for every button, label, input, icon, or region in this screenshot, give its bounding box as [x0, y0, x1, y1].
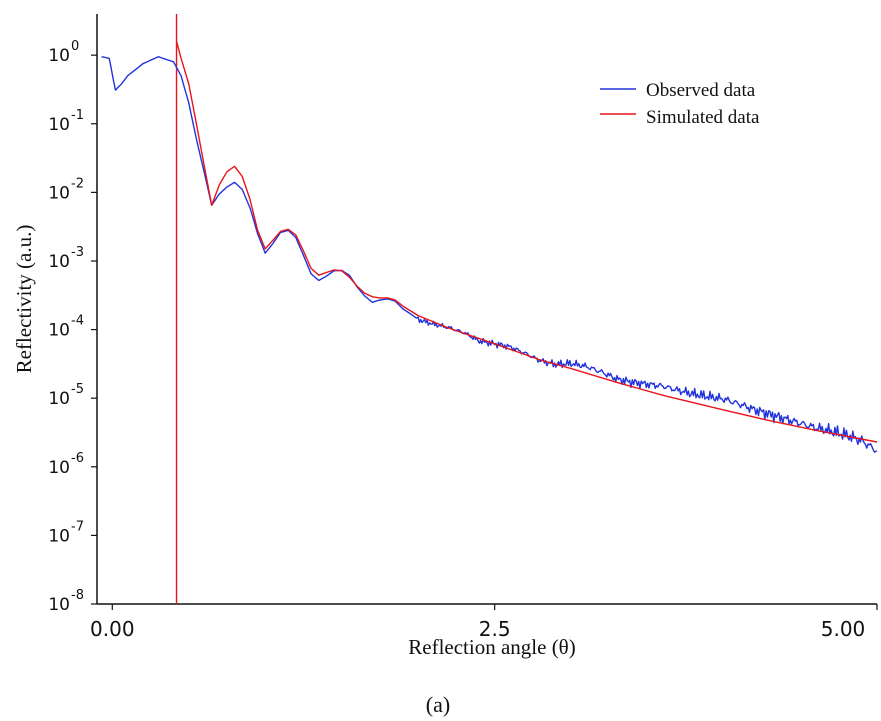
- y-tick-label: 10: [48, 252, 70, 272]
- x-axis-title: Reflection angle (θ): [408, 635, 576, 659]
- y-tick-label: 10: [48, 321, 70, 341]
- y-tick-exponent: -6: [71, 451, 84, 466]
- y-tick-exponent: -3: [71, 245, 84, 260]
- legend-label-observed: Observed data: [646, 80, 756, 101]
- y-tick-label: 10: [48, 526, 70, 546]
- figure-caption: (a): [426, 692, 450, 717]
- x-tick-label: 2.5: [479, 617, 511, 641]
- y-tick-label: 10: [48, 595, 70, 615]
- y-tick-exponent: -7: [71, 519, 84, 534]
- y-tick-label: 10: [48, 389, 70, 409]
- y-tick-label: 10: [48, 46, 70, 66]
- series-line-observed: [101, 56, 878, 453]
- y-tick-exponent: 0: [71, 39, 79, 54]
- legend-label-simulated: Simulated data: [646, 107, 760, 128]
- y-tick-label: 10: [48, 458, 70, 478]
- y-tick-exponent: -5: [71, 382, 84, 397]
- y-axis-title: Reflectivity (a.u.): [12, 225, 36, 374]
- y-tick-label: 10: [48, 183, 70, 203]
- y-tick-exponent: -1: [71, 108, 84, 123]
- x-tick-label: 0.00: [90, 617, 135, 641]
- y-tick-exponent: -4: [71, 314, 84, 329]
- x-tick-label: 5.00: [821, 617, 866, 641]
- y-tick-exponent: -8: [71, 588, 84, 603]
- y-tick-exponent: -2: [71, 176, 84, 191]
- legend: Observed data Simulated data: [600, 80, 760, 128]
- series-layer: [101, 14, 878, 604]
- series-line-simulated: [175, 41, 878, 443]
- x-axis-ticks: 0.00 2.5 5.00: [90, 604, 878, 641]
- y-tick-label: 10: [48, 115, 70, 135]
